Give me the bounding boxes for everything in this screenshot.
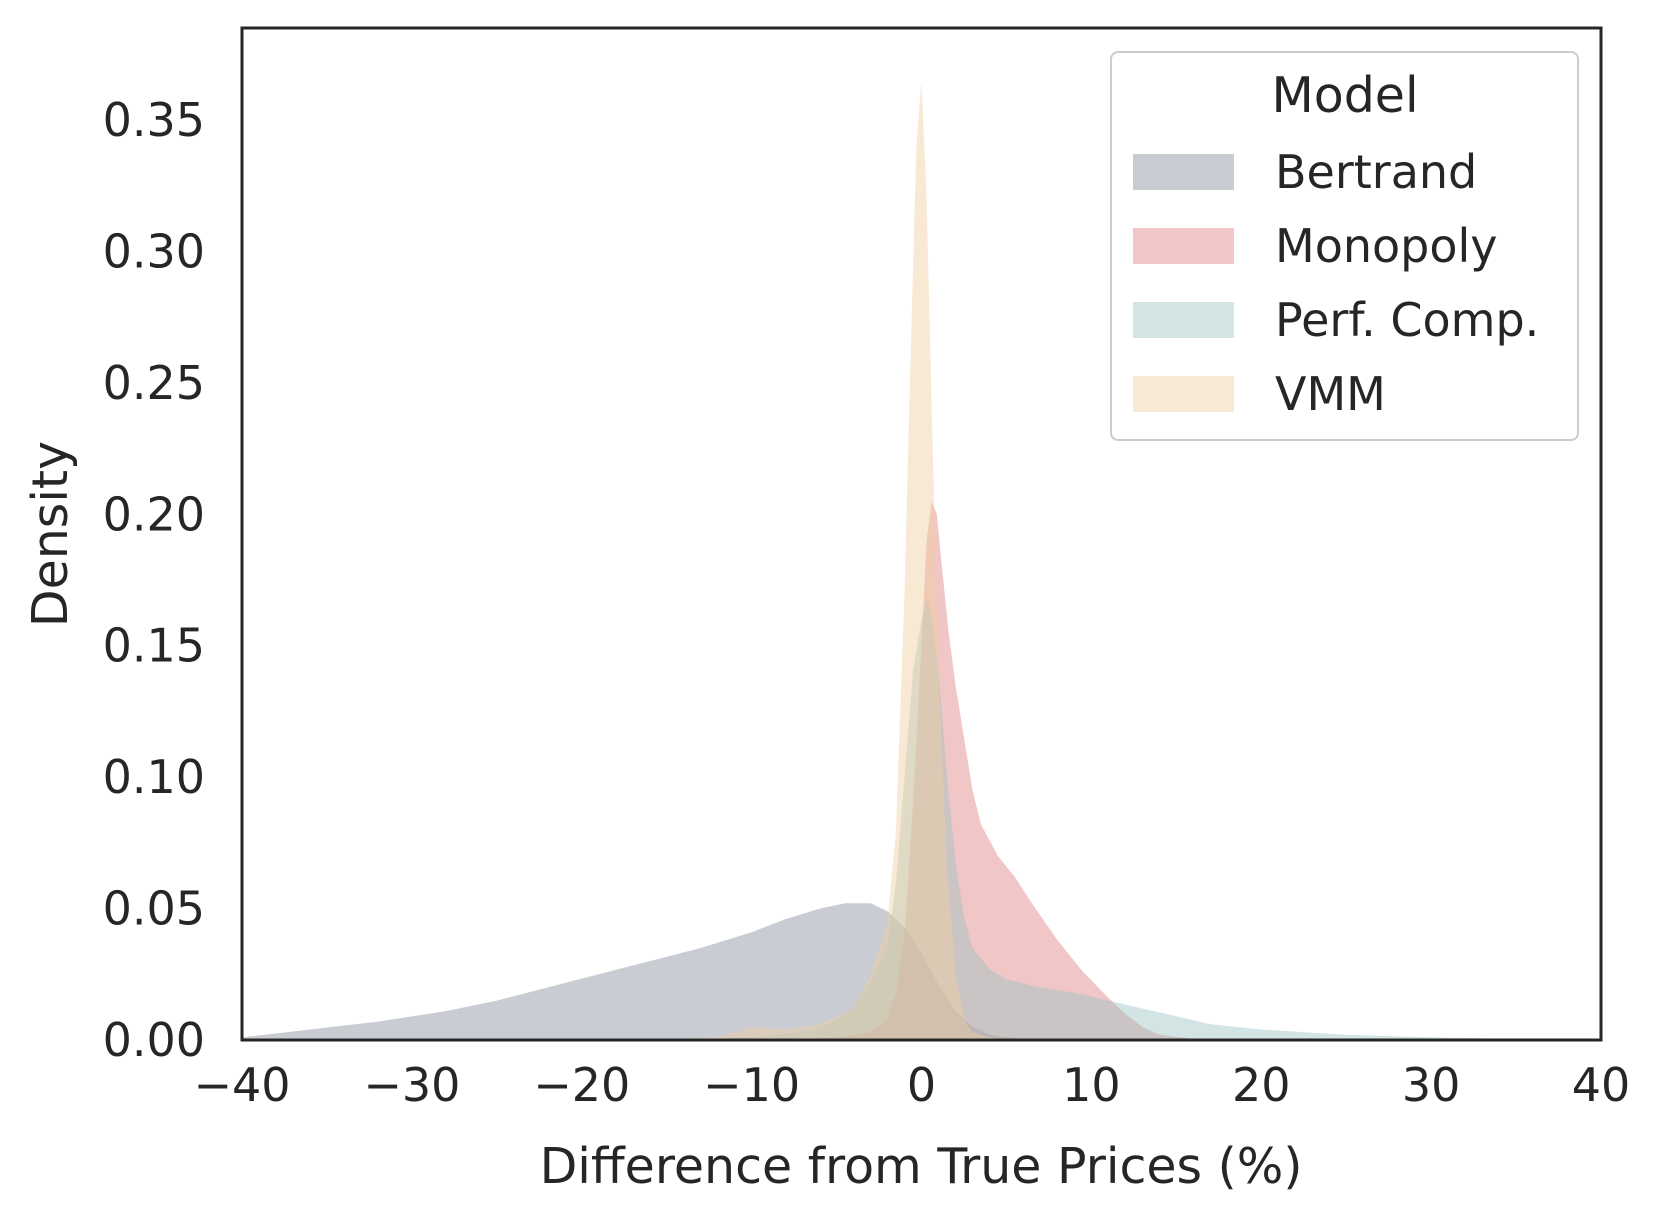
y-tick-label: 0.05 <box>103 882 205 936</box>
legend-label: VMM <box>1275 367 1386 421</box>
legend-swatch <box>1133 302 1234 338</box>
series-area-perf-comp <box>666 598 1601 1040</box>
y-tick-label: 0.35 <box>103 93 205 147</box>
series-layer <box>242 80 1601 1040</box>
legend-label: Bertrand <box>1275 145 1477 199</box>
legend-swatch <box>1133 376 1234 412</box>
y-tick-label: 0.15 <box>103 619 205 673</box>
plot-frame <box>240 26 1603 1042</box>
x-tick-label: −30 <box>363 1058 460 1112</box>
legend-label: Perf. Comp. <box>1275 293 1539 347</box>
legend-box <box>1110 51 1579 441</box>
legend-swatch <box>1133 228 1234 264</box>
series-area-monopoly <box>717 501 1262 1040</box>
legend-label: Monopoly <box>1275 219 1497 273</box>
x-tick-label: 30 <box>1402 1058 1461 1112</box>
y-tick-label: 0.30 <box>103 224 205 278</box>
y-tick-label: 0.00 <box>103 1013 205 1067</box>
x-axis-ticks: −40 −30 −20 −10 0 10 20 30 40 <box>193 1058 1630 1112</box>
y-tick-label: 0.25 <box>103 356 205 410</box>
x-axis-label: Difference from True Prices (%) <box>540 1138 1303 1195</box>
y-axis-label: Density <box>22 441 79 627</box>
x-tick-label: −40 <box>193 1058 290 1112</box>
legend-swatch <box>1133 154 1234 190</box>
x-tick-label: 0 <box>907 1058 936 1112</box>
x-tick-label: 20 <box>1232 1058 1291 1112</box>
y-axis-ticks: 0.00 0.05 0.10 0.15 0.20 0.25 0.30 0.35 <box>103 93 205 1067</box>
legend-title: Model <box>1271 67 1418 124</box>
x-tick-label: 40 <box>1572 1058 1631 1112</box>
legend-entries: Bertrand Monopoly Perf. Comp. VMM <box>1133 145 1539 421</box>
legend: Model Bertrand Monopoly Perf. Comp. VMM <box>1110 51 1579 441</box>
x-tick-label: −20 <box>533 1058 630 1112</box>
x-tick-label: −10 <box>703 1058 800 1112</box>
y-tick-label: 0.10 <box>103 750 205 804</box>
series-area-bertrand <box>242 903 1092 1040</box>
y-tick-label: 0.20 <box>103 487 205 541</box>
x-tick-label: 10 <box>1062 1058 1121 1112</box>
